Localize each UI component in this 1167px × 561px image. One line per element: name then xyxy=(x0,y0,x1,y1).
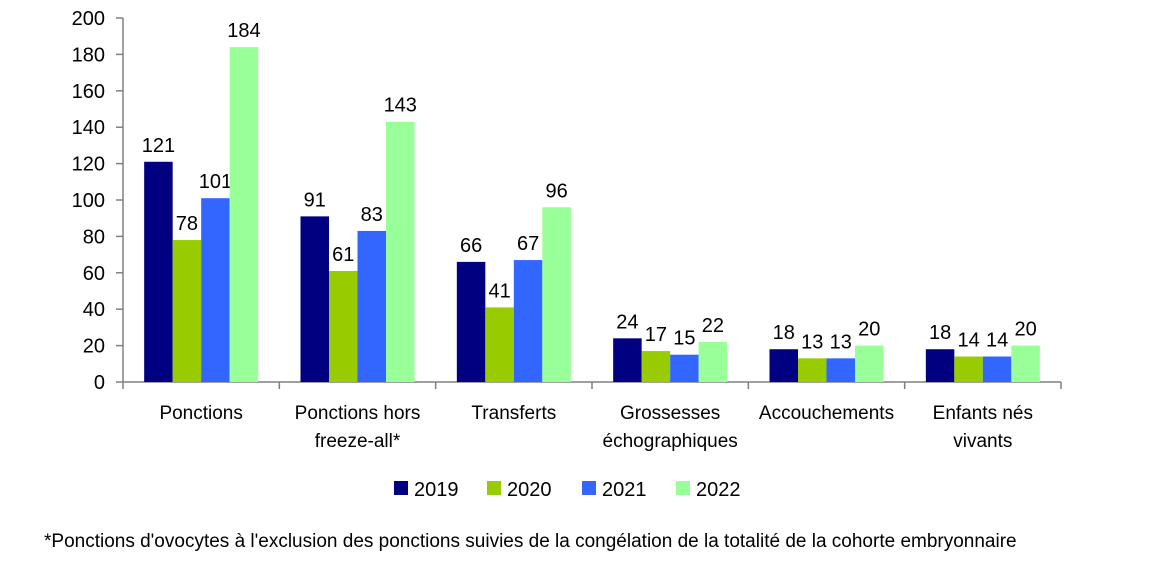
x-tick-label: Ponctions hors xyxy=(295,403,421,424)
data-label: 78 xyxy=(176,213,198,235)
y-tick-label: 200 xyxy=(72,8,105,30)
y-tick-label: 100 xyxy=(72,190,105,212)
data-label: 22 xyxy=(702,315,724,337)
bar xyxy=(357,230,386,382)
bar xyxy=(925,349,955,382)
data-label: 15 xyxy=(673,328,695,350)
bar xyxy=(826,358,855,382)
x-tick-label: Enfants nés xyxy=(933,403,1033,424)
bar xyxy=(698,341,728,382)
x-tick-label: Transferts xyxy=(471,403,556,424)
bar xyxy=(300,216,329,382)
data-label: 101 xyxy=(199,171,232,193)
x-tick-label: Accouchements xyxy=(759,403,894,424)
bar xyxy=(769,349,798,382)
bar xyxy=(456,261,486,382)
y-tick-label: 140 xyxy=(72,117,105,139)
bar xyxy=(613,338,642,382)
bar xyxy=(144,161,173,382)
x-tick-label: freeze-all* xyxy=(315,431,401,452)
x-tick-label: Grossesses xyxy=(620,403,720,424)
data-label: 20 xyxy=(858,319,880,341)
data-label: 96 xyxy=(545,180,567,202)
bar xyxy=(670,354,699,382)
bar xyxy=(855,345,884,382)
legend-swatch xyxy=(487,481,501,495)
data-label: 24 xyxy=(616,311,638,333)
legend-swatch xyxy=(394,481,408,495)
y-tick-label: 80 xyxy=(83,226,105,248)
data-label: 83 xyxy=(361,204,383,226)
bar xyxy=(201,198,230,382)
bar xyxy=(641,351,671,382)
data-label: 14 xyxy=(986,330,1008,352)
data-label: 143 xyxy=(384,95,417,117)
legend-swatch xyxy=(582,481,596,495)
bar xyxy=(386,121,415,383)
legend-swatch xyxy=(676,481,690,495)
data-label: 18 xyxy=(773,322,795,344)
data-label: 66 xyxy=(460,235,482,257)
x-tick-label: échographiques xyxy=(603,431,738,452)
bar xyxy=(329,270,358,382)
y-tick-label: 160 xyxy=(72,81,105,103)
data-label: 13 xyxy=(830,331,852,353)
legend-label: 2019 xyxy=(414,479,459,501)
legend-label: 2021 xyxy=(602,479,647,501)
bar xyxy=(1011,345,1040,382)
bar xyxy=(542,207,571,382)
data-label: 18 xyxy=(929,322,951,344)
bar xyxy=(485,307,514,382)
bar xyxy=(172,240,202,382)
x-tick-label: Ponctions xyxy=(159,403,242,424)
data-label: 20 xyxy=(1014,319,1036,341)
bar xyxy=(982,356,1012,382)
legend-label: 2022 xyxy=(696,479,741,501)
y-tick-label: 120 xyxy=(72,154,105,176)
y-tick-label: 20 xyxy=(83,336,105,358)
data-label: 13 xyxy=(801,331,823,353)
y-tick-label: 180 xyxy=(72,44,105,66)
y-tick-label: 40 xyxy=(83,299,105,321)
x-tick-label: vivants xyxy=(953,431,1012,452)
data-label: 17 xyxy=(645,324,667,346)
data-label: 14 xyxy=(957,330,979,352)
y-tick-label: 0 xyxy=(94,372,105,394)
data-label: 91 xyxy=(304,189,326,211)
legend-label: 2020 xyxy=(507,479,552,501)
bar xyxy=(798,358,827,382)
bar xyxy=(513,260,543,382)
bar xyxy=(954,356,983,382)
data-label: 61 xyxy=(332,244,354,266)
data-label: 184 xyxy=(227,20,260,42)
bar xyxy=(229,47,259,383)
data-label: 121 xyxy=(142,135,175,157)
y-tick-label: 60 xyxy=(83,263,105,285)
data-label: 67 xyxy=(517,233,539,255)
data-label: 41 xyxy=(488,280,510,302)
footnote: *Ponctions d'ovocytes à l'exclusion des … xyxy=(44,531,1017,552)
